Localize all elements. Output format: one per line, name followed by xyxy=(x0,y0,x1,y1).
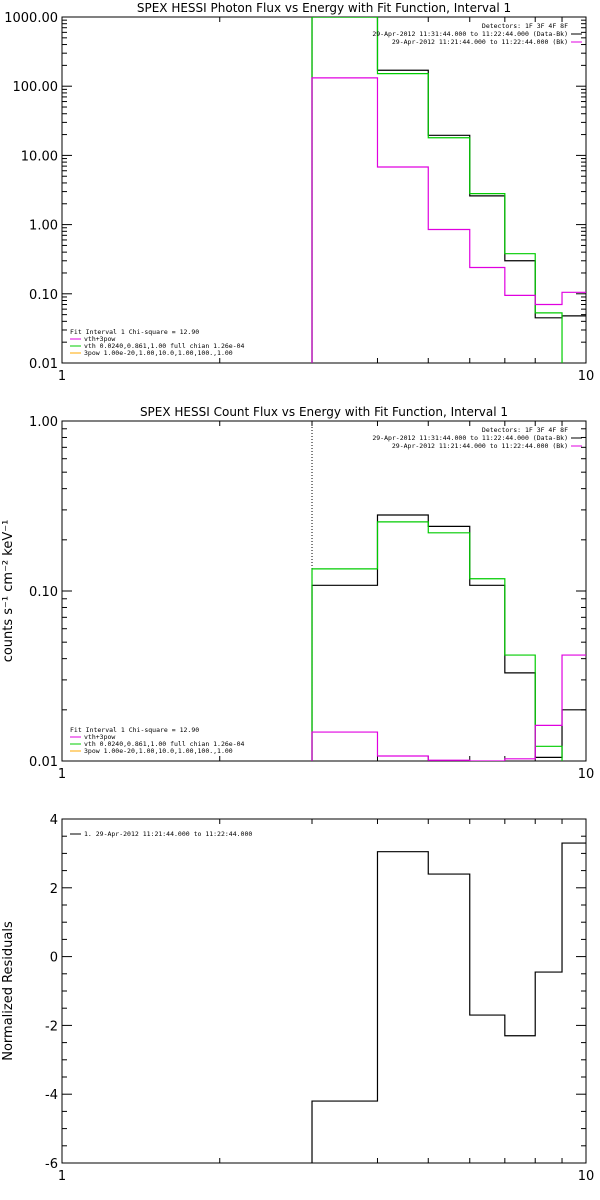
chart-panel-2: SPEX HESSI Count Flux vs Energy with Fit… xyxy=(1,405,594,782)
legend-left-entry: vth 0.0240,0.861,1.00 full chian 1.26e-0… xyxy=(84,740,245,748)
y-tick-label: 100.00 xyxy=(13,80,59,95)
legend-fit-header: Fit Interval 1 Chi-square = 12.90 xyxy=(70,328,199,336)
chart-title: SPEX HESSI Photon Flux vs Energy with Fi… xyxy=(137,1,511,15)
plot-frame xyxy=(61,420,587,762)
series-3-line xyxy=(311,77,586,363)
x-tick-label: 1 xyxy=(58,1169,66,1184)
y-tick-label: 2 xyxy=(50,882,58,897)
legend-right-entry: 29-Apr-2012 11:21:44.000 to 11:22:44.000… xyxy=(392,38,568,46)
y-tick-label: 0.01 xyxy=(29,357,58,372)
plot-frame xyxy=(61,818,587,1164)
y-tick-label: 10.00 xyxy=(21,149,58,164)
legend-left-entry: 3pow 1.00e-20,1.00,10.0,1.00,100.,1.00 xyxy=(84,747,233,755)
y-tick-label: 1000.00 xyxy=(4,11,58,26)
legend-left-entry: vth 0.0240,0.861,1.00 full chian 1.26e-0… xyxy=(84,342,245,350)
x-tick-label: 1 xyxy=(58,767,66,782)
x-tick-label: 10 xyxy=(578,369,595,384)
legend-fit-header: Fit Interval 1 Chi-square = 12.90 xyxy=(70,726,199,734)
x-tick-label: 10 xyxy=(578,1169,595,1184)
series-1-line xyxy=(311,514,586,761)
legend-detectors: Detectors: 1F 3F 4F 8F xyxy=(482,426,568,434)
y-tick-label: 1.00 xyxy=(29,219,58,234)
series-2-line xyxy=(311,17,563,363)
y-tick-label: -4 xyxy=(45,1088,58,1103)
y-tick-label: 0.01 xyxy=(29,755,58,770)
y-tick-label: 4 xyxy=(50,813,58,828)
y-tick-label: 0.10 xyxy=(29,585,58,600)
legend-left-entry: vth+3pow xyxy=(84,335,115,343)
legend-detectors: Detectors: 1F 3F 4F 8F xyxy=(482,22,568,30)
series-1-line xyxy=(311,842,586,1163)
chart-panel-3: 1 10 -6 -4 -2 0 2 4 Normalized Residuals 1. 29-Ap… xyxy=(1,813,594,1184)
legend-right-entry: 29-Apr-2012 11:31:44.000 to 11:22:44.000… xyxy=(372,30,568,38)
legend-left-entry: 1. 29-Apr-2012 11:21:44.000 to 11:22:44.… xyxy=(84,830,252,838)
y-tick-label: 0 xyxy=(50,951,58,966)
x-tick-label: 10 xyxy=(578,767,595,782)
y-axis-label: counts s⁻¹ cm⁻² keV⁻¹ xyxy=(1,520,16,663)
y-tick-label: 0.10 xyxy=(29,288,58,303)
series-1-line xyxy=(311,17,586,363)
y-axis-label: Normalized Residuals xyxy=(1,921,16,1061)
legend-right-entry: 29-Apr-2012 11:21:44.000 to 11:22:44.000… xyxy=(392,442,568,450)
series-3-line xyxy=(311,654,586,761)
legend-right-entry: 29-Apr-2012 11:31:44.000 to 11:22:44.000… xyxy=(372,434,568,442)
plot-frame xyxy=(61,16,587,364)
x-tick-label: 1 xyxy=(58,369,66,384)
legend-left-entry: 3pow 1.00e-20,1.00,10.0,1.00,100.,1.00 xyxy=(84,349,233,357)
y-tick-label: -2 xyxy=(45,1019,58,1034)
chart-panel-1: SPEX HESSI Photon Flux vs Energy with Fi… xyxy=(4,1,594,384)
y-tick-label: -6 xyxy=(45,1157,58,1172)
y-tick-label: 1.00 xyxy=(29,415,58,430)
chart-title: SPEX HESSI Count Flux vs Energy with Fit… xyxy=(140,405,508,419)
legend-left-entry: vth+3pow xyxy=(84,733,115,741)
series-2-line xyxy=(311,521,563,761)
